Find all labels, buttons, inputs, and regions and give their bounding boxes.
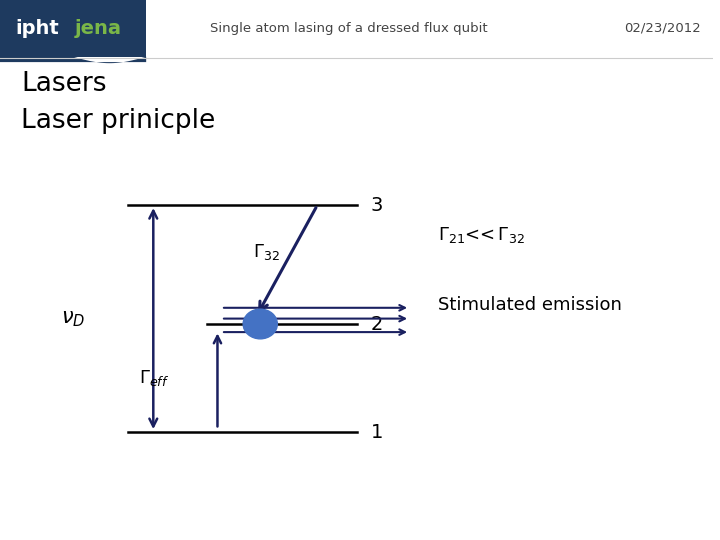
FancyBboxPatch shape [0, 0, 146, 57]
Text: Single atom lasing of a dressed flux qubit: Single atom lasing of a dressed flux qub… [210, 22, 488, 35]
Text: $\Gamma_{eff}$: $\Gamma_{eff}$ [139, 368, 169, 388]
Ellipse shape [243, 309, 277, 339]
Text: Laser prinicple: Laser prinicple [22, 109, 216, 134]
Text: 3: 3 [371, 195, 383, 215]
Polygon shape [0, 50, 146, 63]
Text: Stimulated emission: Stimulated emission [438, 296, 622, 314]
Text: Lasers: Lasers [22, 71, 107, 97]
Text: ipht: ipht [16, 18, 60, 38]
Text: $\nu_D$: $\nu_D$ [60, 308, 85, 329]
Text: $\Gamma_{32}$: $\Gamma_{32}$ [253, 242, 280, 262]
Text: 02/23/2012: 02/23/2012 [624, 22, 701, 35]
Text: jena: jena [75, 18, 122, 38]
Text: $\Gamma_{21}$<<$\,\Gamma_{32}$: $\Gamma_{21}$<<$\,\Gamma_{32}$ [438, 225, 526, 245]
Text: 1: 1 [371, 422, 383, 442]
Text: 2: 2 [371, 314, 383, 334]
